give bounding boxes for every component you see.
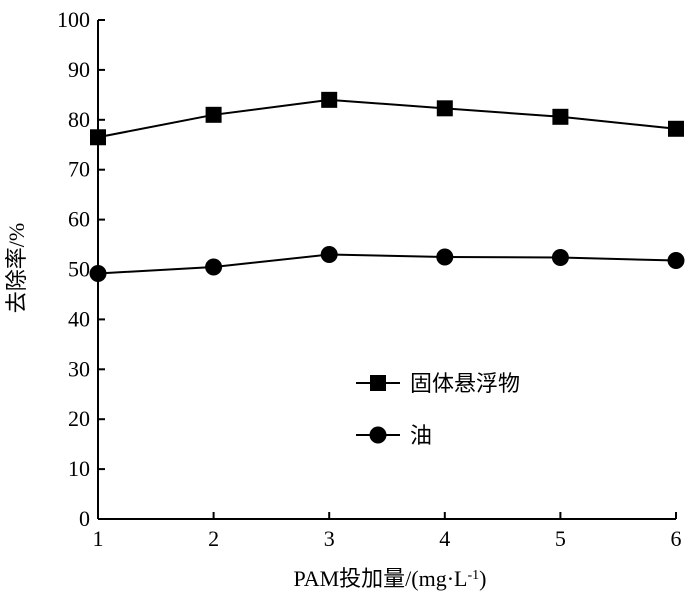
data-point-square xyxy=(321,91,338,108)
data-point-square xyxy=(668,120,684,137)
x-tick-label: 6 xyxy=(671,526,682,551)
x-axis-title-main: PAM投加量/(mg·L xyxy=(294,566,468,591)
data-point-circle xyxy=(205,258,223,276)
legend-item: 油 xyxy=(356,423,432,448)
legend-label: 固体悬浮物 xyxy=(410,371,520,396)
x-tick-label: 5 xyxy=(555,526,566,551)
data-point-square xyxy=(205,106,222,123)
data-point-circle xyxy=(436,248,454,266)
x-tick-label: 3 xyxy=(324,526,335,551)
data-point-circle xyxy=(551,249,569,267)
data-point-circle xyxy=(320,246,338,264)
x-ticks: 1 2 3 4 5 6 xyxy=(93,512,682,551)
x-tick-label: 2 xyxy=(208,526,219,551)
y-tick-label: 40 xyxy=(68,306,90,331)
y-tick-label: 10 xyxy=(68,456,90,481)
data-point-square xyxy=(90,129,106,146)
x-axis-title-sup: -1 xyxy=(467,568,479,583)
y-tick-label: 90 xyxy=(68,57,90,82)
y-tick-label: 20 xyxy=(68,406,90,431)
data-point-square xyxy=(552,108,569,125)
legend-item: 固体悬浮物 xyxy=(356,371,520,396)
data-point-square xyxy=(436,100,453,117)
x-axis-title-close: ) xyxy=(479,566,486,591)
x-axis-title: PAM投加量/(mg·L-1) xyxy=(294,566,487,591)
y-tick-label: 50 xyxy=(68,257,90,282)
data-point-circle xyxy=(89,264,107,282)
y-tick-label: 0 xyxy=(79,506,90,531)
y-tick-label: 70 xyxy=(68,157,90,182)
y-tick-label: 100 xyxy=(57,7,90,32)
y-axis-title: 去除率/% xyxy=(4,223,29,313)
y-tick-label: 80 xyxy=(68,107,90,132)
legend-label: 油 xyxy=(410,423,432,448)
data-point-circle xyxy=(667,252,685,270)
series-group xyxy=(89,91,685,282)
legend-circle-marker xyxy=(369,426,387,444)
y-tick-label: 60 xyxy=(68,207,90,232)
series-2 xyxy=(89,246,685,282)
x-tick-label: 4 xyxy=(439,526,450,551)
legend-square-marker xyxy=(370,375,386,391)
series-1 xyxy=(90,91,684,146)
y-ticks: 0 10 20 30 40 50 60 70 80 90 100 xyxy=(57,7,105,531)
series-line xyxy=(97,98,677,139)
x-tick-label: 1 xyxy=(93,526,104,551)
y-tick-label: 30 xyxy=(68,356,90,381)
series-line xyxy=(97,253,677,275)
